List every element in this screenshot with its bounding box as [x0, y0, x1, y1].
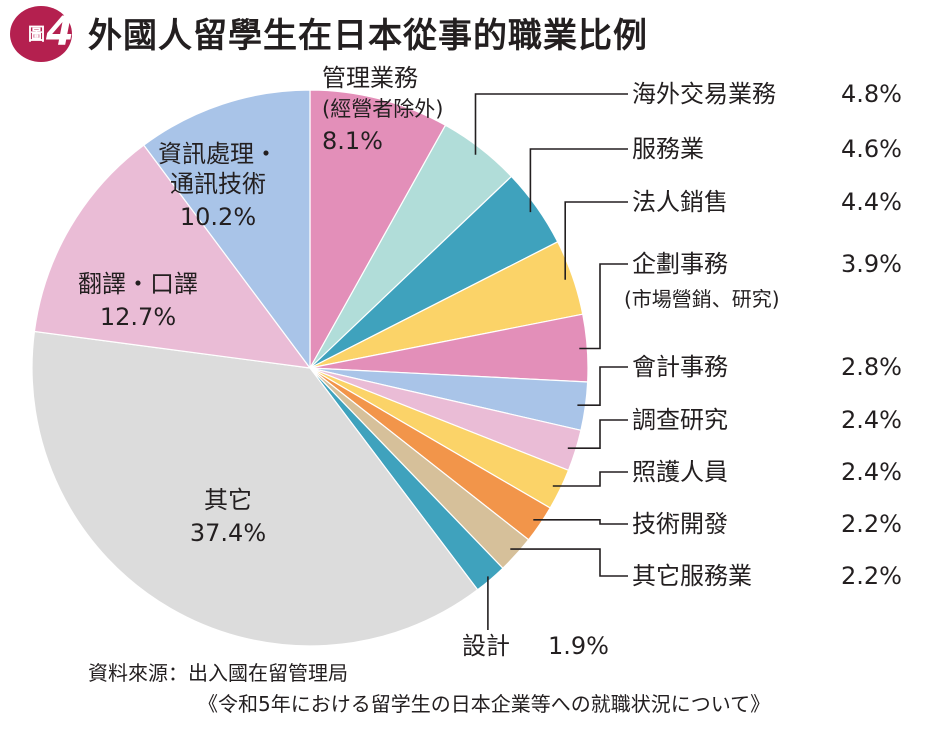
pie-slice [33, 144, 312, 369]
slice-label: 企劃事務 [632, 250, 728, 278]
slice-value-label: 10.2% [180, 203, 256, 231]
slice-label: 其它 [204, 486, 252, 514]
slice-value-label: 8.1% [322, 127, 383, 155]
slice-label: 翻譯・口譯 [78, 270, 198, 298]
leader-line [567, 419, 628, 450]
leader-line [564, 201, 628, 280]
leader-line [474, 93, 628, 155]
slice-value-label: 37.4% [190, 519, 266, 547]
slice-value-label: 4.4% [841, 188, 902, 216]
pie-slice [142, 89, 311, 370]
slice-label: 會計事務 [632, 353, 728, 381]
slice-label: 資訊處理・ [158, 140, 278, 168]
source-line-1: 資料來源：出入國在留管理局 [88, 661, 348, 685]
leader-line [510, 548, 628, 577]
slice-sublabel: (經營者除外) [322, 97, 443, 121]
pie-slice [309, 89, 447, 371]
figure-badge: 圖 4 [10, 6, 74, 62]
slice-label: 其它服務業 [632, 562, 752, 590]
slice-label: 技術開發 [632, 510, 728, 538]
leader-line [579, 263, 628, 350]
pie-slice [31, 330, 479, 647]
slice-value-label: 12.7% [100, 303, 176, 331]
slice-label: 調查研究 [632, 406, 728, 434]
slice-value-label: 2.2% [841, 562, 902, 590]
slice-value-label: 4.8% [841, 80, 902, 108]
leader-line [552, 471, 628, 487]
slice-label: 管理業務 [322, 64, 418, 92]
chart-title: 外國人留學生在日本從事的職業比例 [88, 16, 648, 56]
slice-value-label: 3.9% [841, 250, 902, 278]
slice-label: 照護人員 [632, 458, 728, 486]
slice-value-label: 2.4% [841, 406, 902, 434]
slice-sublabel: 通訊技術 [170, 170, 266, 198]
leader-line [577, 366, 628, 407]
slice-label: 法人銷售 [632, 188, 728, 216]
figure-badge-prefix: 圖 [28, 25, 45, 45]
slice-value-label: 4.6% [841, 135, 902, 163]
slice-sublabel: (市場營銷、研究) [624, 287, 780, 311]
leader-line [533, 518, 628, 525]
slice-label: 設計 [462, 632, 510, 660]
slice-label: 服務業 [632, 135, 704, 163]
source-line-2: 《令和5年における留学生の日本企業等への就職状況について》 [198, 692, 771, 716]
figure-badge-number: 4 [46, 9, 74, 55]
slice-label: 海外交易業務 [632, 80, 776, 108]
slice-value-label: 2.4% [841, 458, 902, 486]
slice-value-label: 2.2% [841, 510, 902, 538]
slice-value-label: 2.8% [841, 353, 902, 381]
slice-value-label: 1.9% [548, 632, 609, 660]
leader-line [529, 148, 628, 213]
